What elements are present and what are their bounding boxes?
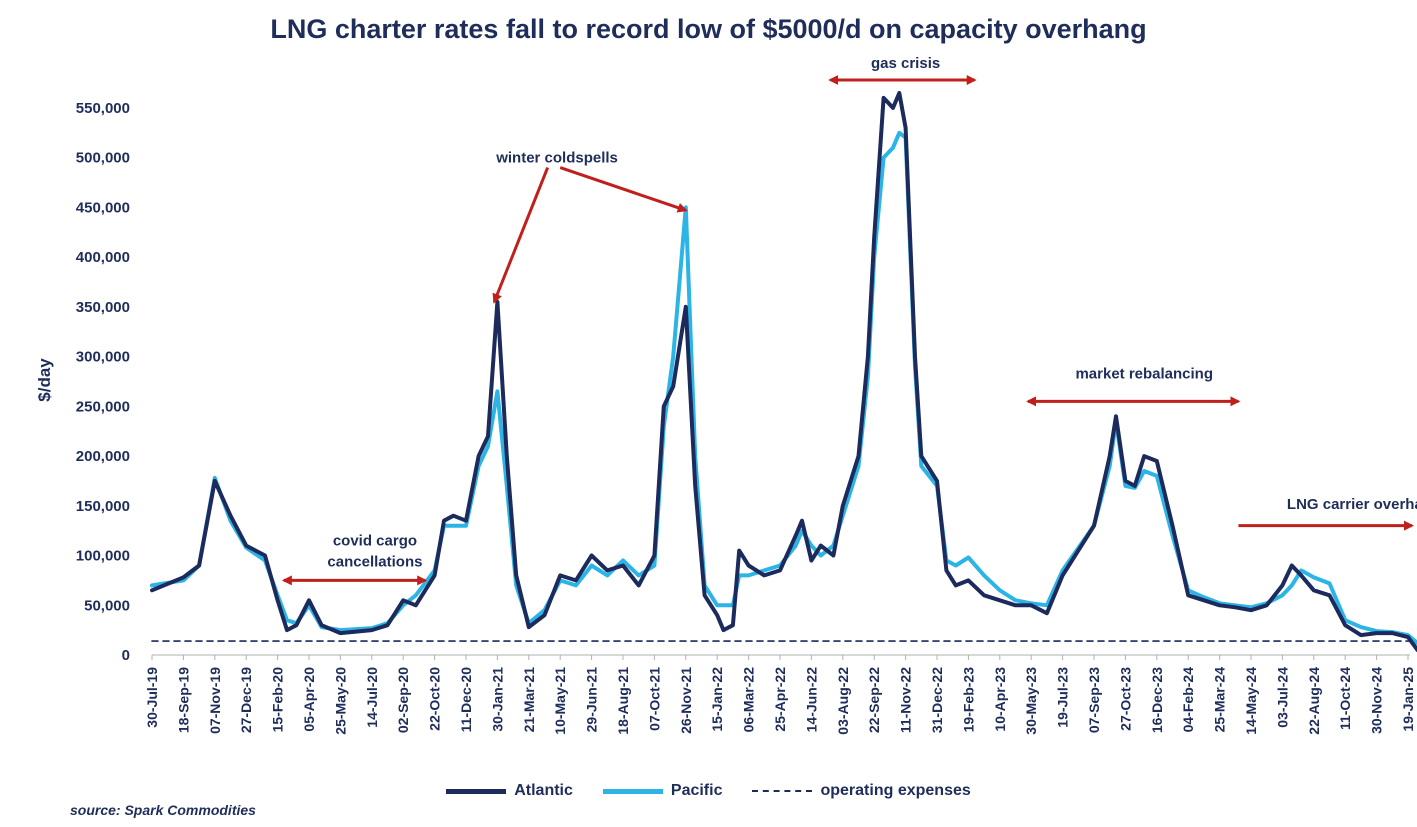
legend: Atlantic Pacific operating expenses xyxy=(0,782,1417,800)
x-tick-label: 31-Dec-22 xyxy=(929,667,945,733)
x-tick-label: 14-Jun-22 xyxy=(803,667,819,733)
x-tick-label: 29-Jun-21 xyxy=(584,667,600,733)
legend-label-opex: operating expenses xyxy=(820,782,971,799)
legend-label-atlantic: Atlantic xyxy=(514,782,573,799)
x-tick-label: 19-Jul-23 xyxy=(1055,667,1071,728)
legend-swatch-opex xyxy=(752,790,813,792)
x-tick-label: 11-Dec-20 xyxy=(458,667,474,733)
x-tick-label: 06-Mar-22 xyxy=(741,667,757,733)
y-tick-label: 400,000 xyxy=(76,249,130,266)
annotation-label: covid cargo xyxy=(333,533,417,550)
x-tick-label: 30-Jul-19 xyxy=(144,667,160,728)
x-tick-label: 19-Jan-25 xyxy=(1400,667,1416,732)
x-tick-label: 14-May-24 xyxy=(1243,667,1259,735)
x-tick-label: 07-Oct-21 xyxy=(646,667,662,731)
x-tick-label: 22-Oct-20 xyxy=(427,667,443,731)
legend-item-pacific: Pacific xyxy=(602,782,723,800)
x-tick-label: 18-Aug-21 xyxy=(615,667,631,735)
legend-item-opex: operating expenses xyxy=(752,782,971,800)
x-tick-label: 15-Jan-22 xyxy=(709,667,725,732)
y-tick-label: 150,000 xyxy=(76,498,130,515)
y-tick-label: 250,000 xyxy=(76,398,130,415)
x-tick-label: 30-Nov-24 xyxy=(1369,667,1385,734)
x-tick-label: 10-May-21 xyxy=(552,667,568,735)
y-tick-label: 450,000 xyxy=(76,199,130,216)
x-tick-label: 07-Sep-23 xyxy=(1086,667,1102,733)
x-tick-label: 10-Apr-23 xyxy=(992,667,1008,732)
y-tick-label: 300,000 xyxy=(76,349,130,366)
x-tick-label: 03-Aug-22 xyxy=(835,667,851,735)
series-lines xyxy=(150,91,1417,652)
annotation-label: gas crisis xyxy=(871,55,940,72)
y-tick-label: 500,000 xyxy=(76,150,130,167)
legend-swatch-pacific xyxy=(602,788,663,794)
x-tick-label: 22-Aug-24 xyxy=(1306,667,1322,735)
x-tick-label: 30-Jan-21 xyxy=(489,667,505,732)
x-axis: 30-Jul-19 18-Sep-19 07-Nov-19 27-Dec-19 15-F… xyxy=(144,654,1416,735)
x-tick-label: 15-Feb-20 xyxy=(270,667,286,733)
annotation-label: cancellations xyxy=(327,553,422,570)
y-tick-label: 550,000 xyxy=(76,100,130,117)
x-tick-label: 26-Nov-21 xyxy=(678,667,694,734)
legend-swatch-atlantic xyxy=(446,788,507,794)
annotation-label: winter coldspells xyxy=(495,150,618,167)
x-tick-label: 07-Nov-19 xyxy=(207,667,223,734)
annotations: covid cargo cancellations winter coldspell… xyxy=(327,55,1417,570)
x-tick-label: 25-Mar-24 xyxy=(1212,667,1228,733)
x-tick-label: 02-Sep-20 xyxy=(395,667,411,733)
x-tick-label: 22-Sep-22 xyxy=(866,667,882,733)
y-tick-label: 100,000 xyxy=(76,548,130,565)
annotation-arrow xyxy=(559,166,688,213)
x-tick-label: 27-Oct-23 xyxy=(1117,667,1133,731)
y-tick-label: 0 xyxy=(122,647,130,664)
x-tick-label: 25-May-20 xyxy=(332,667,348,735)
y-tick-label: 200,000 xyxy=(76,448,130,465)
x-tick-label: 04-Feb-24 xyxy=(1180,667,1196,733)
x-tick-label: 11-Nov-22 xyxy=(898,667,914,733)
annotation-label: market rebalancing xyxy=(1075,365,1213,382)
x-tick-label: 11-Oct-24 xyxy=(1337,667,1353,730)
x-tick-label: 19-Feb-23 xyxy=(960,667,976,733)
y-axis-label: $/day xyxy=(35,358,54,402)
source-note: source: Spark Commodities xyxy=(70,802,256,818)
annotation-label: LNG carrier overhang xyxy=(1287,496,1417,513)
y-axis: 0 50,000 100,000 150,000 200,000 250,000 300,0… xyxy=(76,100,130,664)
x-tick-label: 16-Dec-23 xyxy=(1149,667,1165,733)
annotation-arrow xyxy=(492,167,550,304)
y-tick-label: 50,000 xyxy=(84,597,130,614)
x-tick-label: 30-May-23 xyxy=(1023,667,1039,735)
x-tick-label: 14-Jul-20 xyxy=(364,667,380,728)
chart-title: LNG charter rates fall to record low of … xyxy=(270,14,1147,44)
y-tick-label: 350,000 xyxy=(76,299,130,316)
legend-item-atlantic: Atlantic xyxy=(446,782,573,800)
x-tick-label: 21-Mar-21 xyxy=(521,667,537,733)
x-tick-label: 18-Sep-19 xyxy=(175,667,191,733)
x-tick-label: 05-Apr-20 xyxy=(301,667,317,732)
series-line-atlantic xyxy=(150,91,1417,652)
x-tick-label: 03-Jul-24 xyxy=(1274,667,1290,728)
x-tick-label: 27-Dec-19 xyxy=(238,667,254,733)
annotation-arrows xyxy=(281,75,1414,586)
legend-label-pacific: Pacific xyxy=(670,782,723,799)
x-tick-label: 25-Apr-22 xyxy=(772,667,788,732)
